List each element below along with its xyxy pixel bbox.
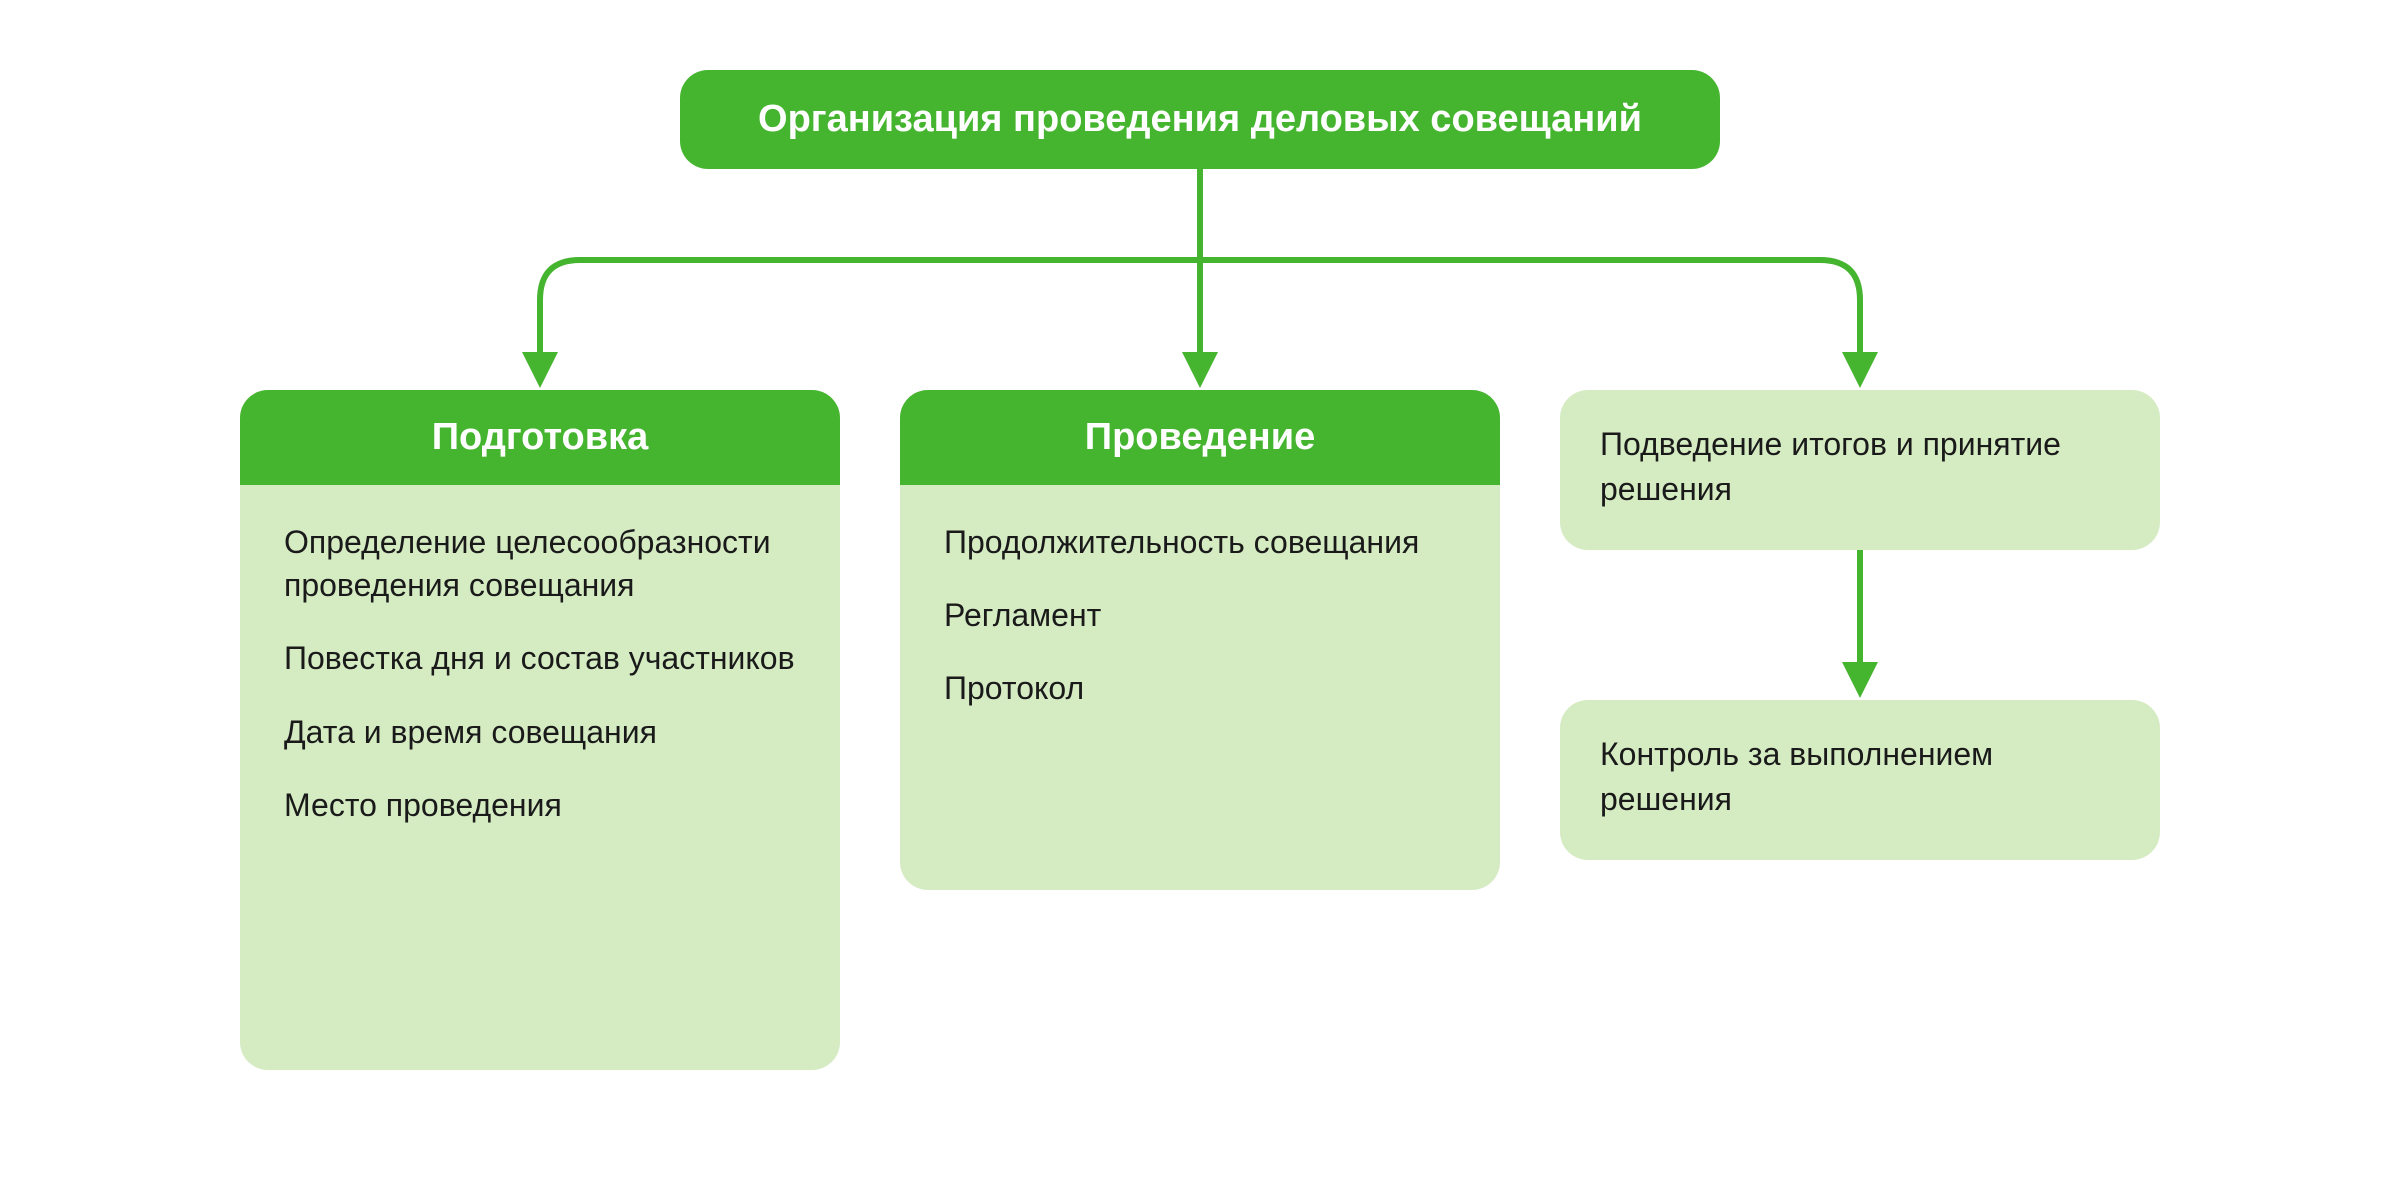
column-body: Определение целесообразности проведения … — [240, 485, 840, 867]
column-conduct: Проведение Продолжительность совещания Р… — [900, 390, 1500, 890]
box-summary: Подведение итогов и принятие решения — [1560, 390, 2160, 550]
connector-right — [1200, 260, 1860, 370]
column-header-label: Проведение — [1085, 416, 1315, 458]
column-preparation: Подготовка Определение целесообразности … — [240, 390, 840, 1070]
list-item: Регламент — [944, 594, 1456, 637]
box-label: Контроль за выполнением решения — [1600, 736, 1993, 817]
list-item: Дата и время совещания — [284, 711, 796, 754]
box-label: Подведение итогов и принятие решения — [1600, 426, 2061, 507]
column-body: Продолжительность совещания Регламент Пр… — [900, 485, 1500, 751]
list-item: Место проведения — [284, 784, 796, 827]
diagram-canvas: Организация проведения деловых совещаний… — [0, 0, 2400, 1200]
column-header-label: Подготовка — [432, 416, 649, 458]
title-label: Организация проведения деловых совещаний — [758, 98, 1642, 140]
list-item: Протокол — [944, 667, 1456, 710]
column-header: Подготовка — [240, 390, 840, 485]
list-item: Повестка дня и состав участников — [284, 637, 796, 680]
column-header: Проведение — [900, 390, 1500, 485]
box-control: Контроль за выполнением решения — [1560, 700, 2160, 860]
title-node: Организация проведения деловых совещаний — [680, 70, 1720, 169]
list-item: Продолжительность совещания — [944, 521, 1456, 564]
connector-left — [540, 260, 1200, 370]
list-item: Определение целесообразности проведения … — [284, 521, 796, 607]
